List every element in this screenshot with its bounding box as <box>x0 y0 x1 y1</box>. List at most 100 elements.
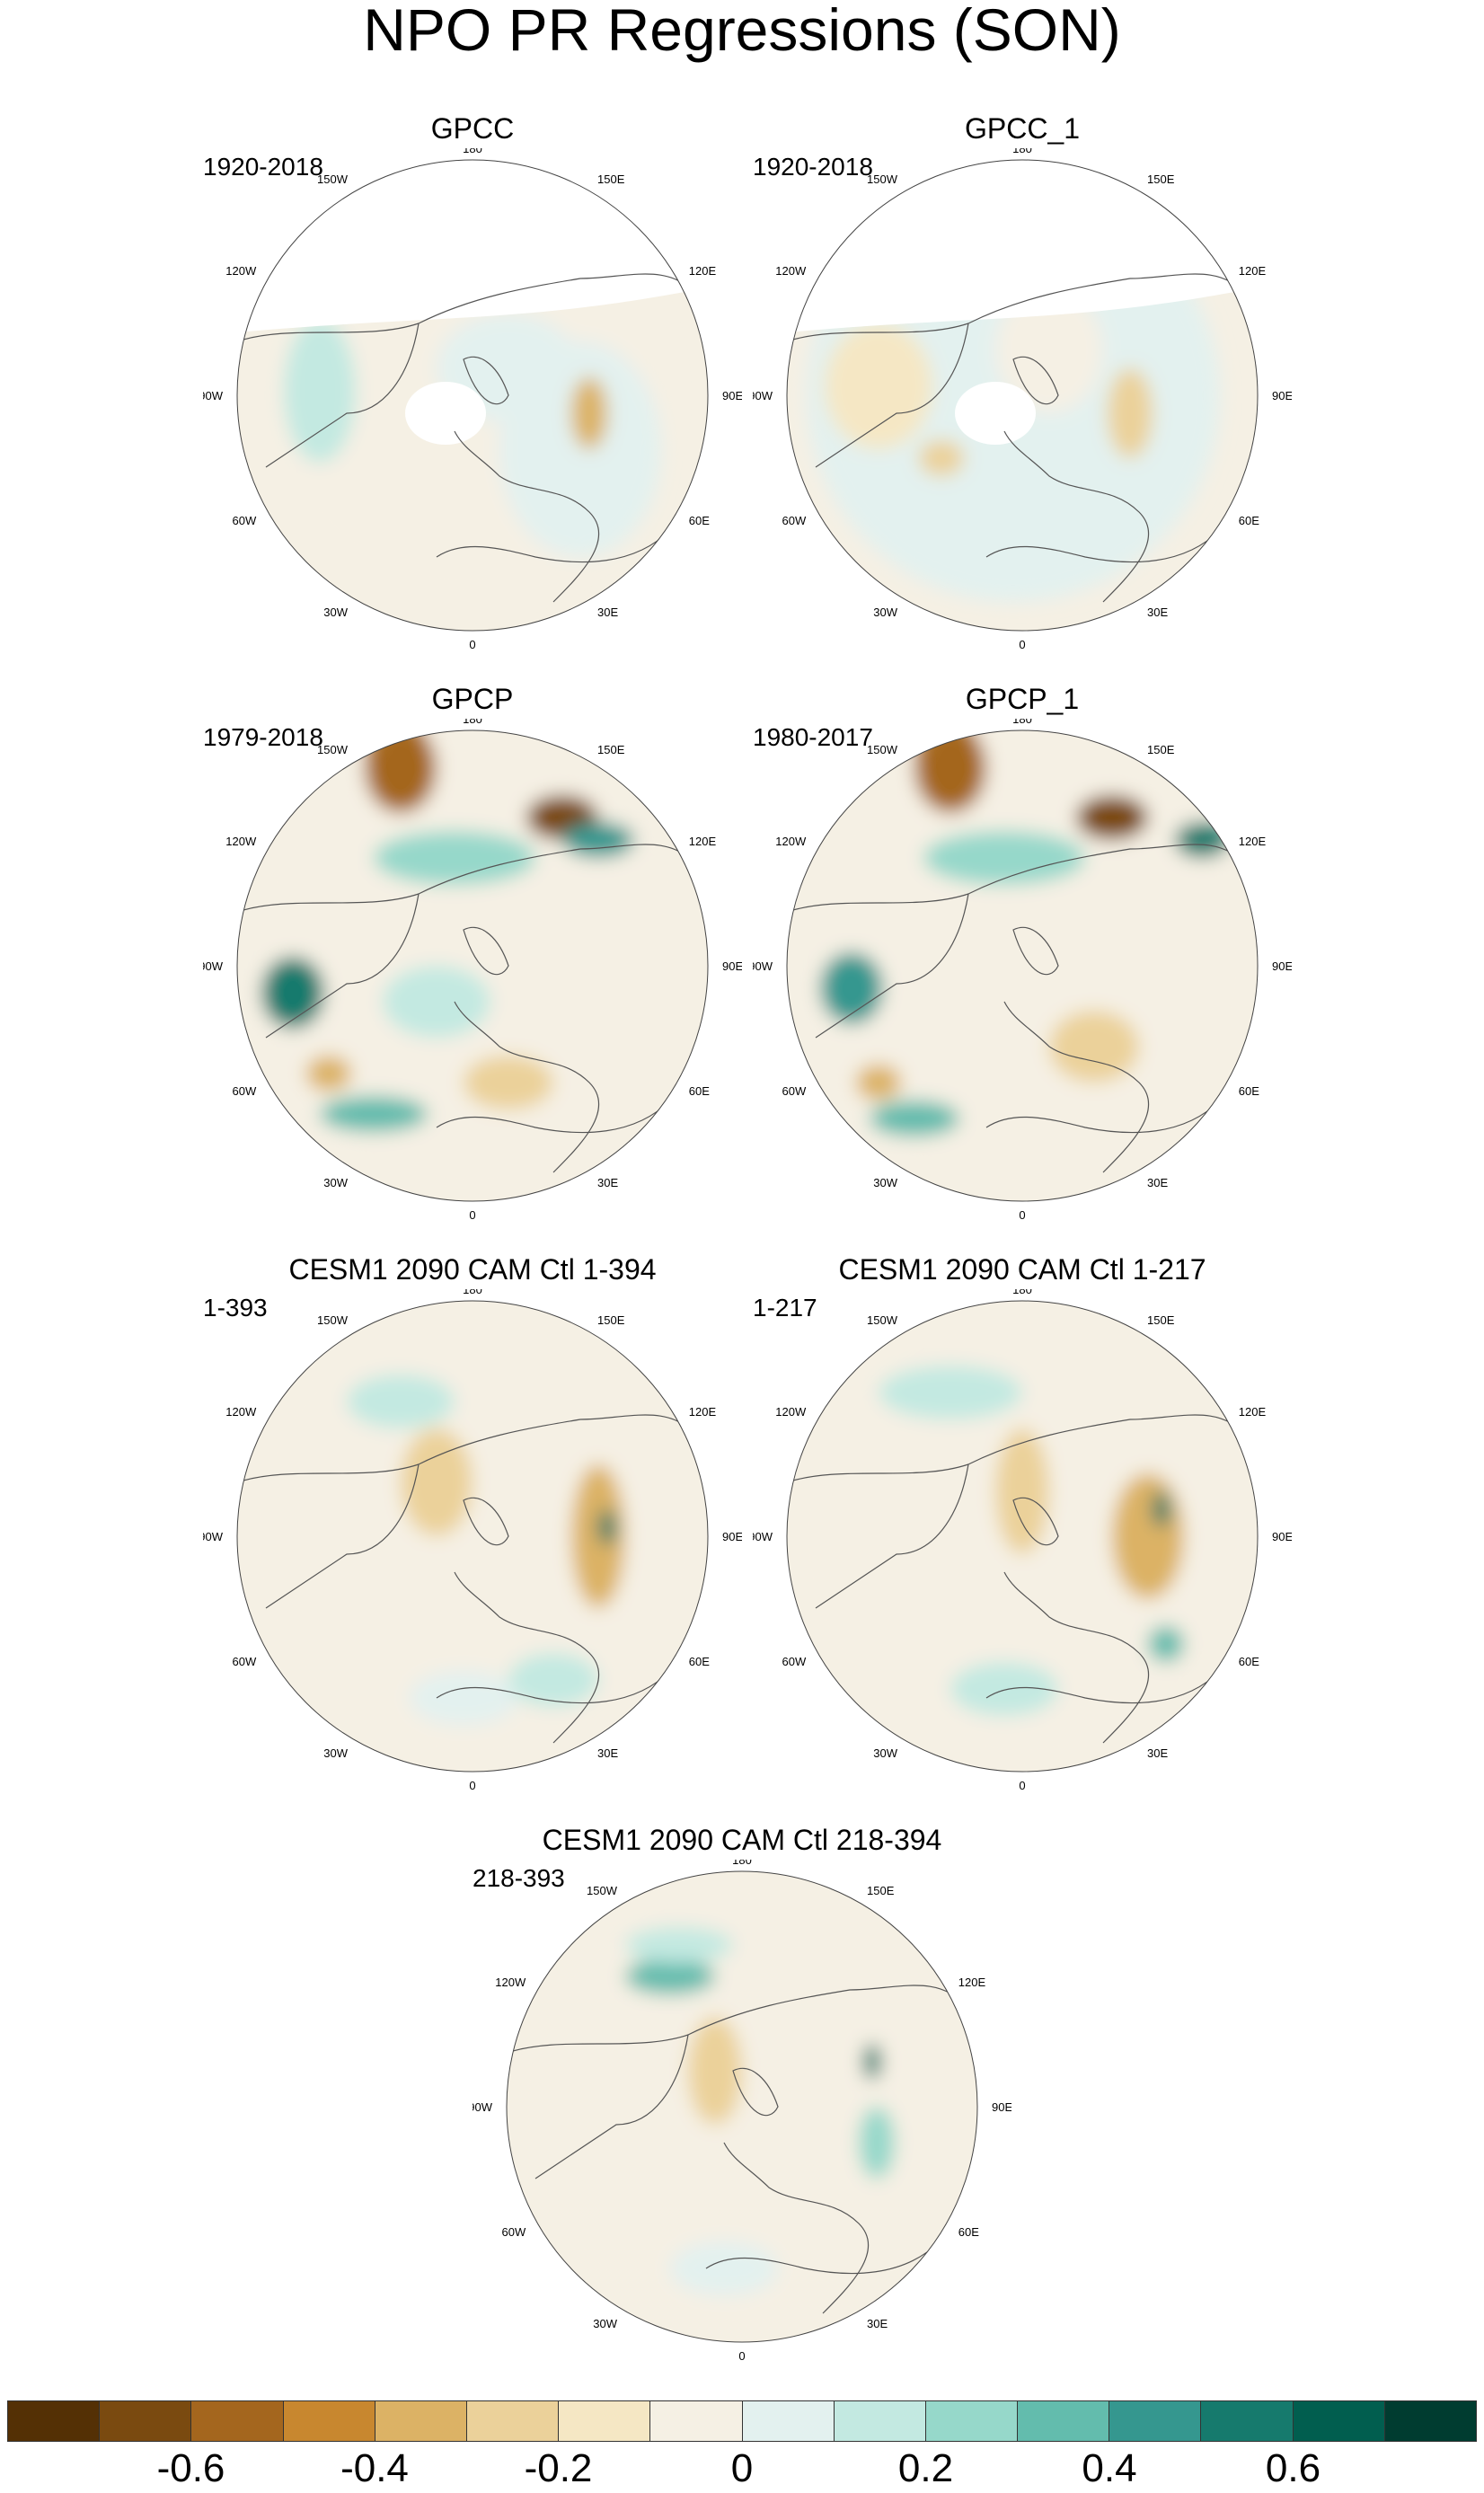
colorbar-swatch <box>375 2401 467 2441</box>
map-panel: GPCC 1920-2018 180 0 150W 120W 90W 60W 30W 150E 12… <box>203 112 742 669</box>
anomaly-region <box>919 440 964 476</box>
coastline <box>507 1985 967 2054</box>
period-label: 1979-2018 <box>203 723 323 751</box>
longitude-label: 30W <box>593 2317 617 2330</box>
colorbar-swatch <box>559 2401 651 2441</box>
longitude-label: 0 <box>469 638 475 651</box>
anomaly-region <box>820 952 883 1024</box>
longitude-label: 150E <box>597 743 625 756</box>
longitude-label: 150W <box>867 172 898 186</box>
colorbar-swatch <box>466 2401 560 2441</box>
longitude-label: 30W <box>873 1746 897 1760</box>
anomaly-region <box>688 2017 742 2125</box>
panel-title: GPCC <box>430 112 515 145</box>
figure-title: NPO PR Regressions (SON) <box>363 0 1121 63</box>
longitude-label: 60W <box>782 1655 807 1668</box>
panel-title: CESM1 2090 CAM Ctl 218-394 <box>542 1824 942 1856</box>
longitude-label: 120W <box>775 835 807 848</box>
map-boundary <box>236 729 709 1202</box>
colorbar-tick-label: 0.4 <box>1082 2446 1137 2490</box>
longitude-label: 0 <box>469 1208 475 1222</box>
longitude-label: 120W <box>775 1405 807 1419</box>
colorbar-swatch <box>650 2401 743 2441</box>
longitude-label: 30E <box>867 2317 888 2330</box>
longitude-label: 150E <box>1147 1313 1175 1327</box>
anomaly-region <box>571 1464 625 1608</box>
longitude-label: 30E <box>597 1746 618 1760</box>
coastline <box>237 1414 698 1483</box>
longitude-label: 60E <box>1239 514 1259 527</box>
longitude-label: 0 <box>1019 1779 1025 1792</box>
period-label: 1-393 <box>203 1294 268 1322</box>
coastline <box>436 1100 671 1134</box>
longitude-label: 30W <box>873 1176 897 1189</box>
longitude-label: 150W <box>587 1884 618 1897</box>
coastline <box>815 893 969 1039</box>
longitude-label: 120W <box>225 264 257 278</box>
longitude-label: 150W <box>317 743 349 756</box>
no-data-region <box>405 382 486 445</box>
coastline <box>1012 356 1059 405</box>
colorbar-swatch <box>925 2401 1019 2441</box>
longitude-label: 150W <box>317 172 349 186</box>
coastline <box>815 1463 969 1609</box>
longitude-label: 120W <box>225 835 257 848</box>
longitude-label: 90E <box>722 959 742 973</box>
longitude-label: 120E <box>689 835 717 848</box>
longitude-label: 180 <box>1012 1289 1032 1296</box>
anomaly-region <box>950 1662 1058 1716</box>
longitude-label: 60E <box>1239 1655 1259 1668</box>
coastline <box>237 273 698 342</box>
longitude-label: 30E <box>1147 1176 1168 1189</box>
longitude-label: 30W <box>323 1176 348 1189</box>
coastline <box>787 844 1248 913</box>
period-label: 218-393 <box>473 1864 565 1892</box>
anomaly-region <box>625 1958 715 1994</box>
colorbar-swatch <box>1109 2401 1202 2441</box>
period-label: 1980-2017 <box>753 723 873 751</box>
longitude-label: 30E <box>597 606 618 619</box>
colorbar <box>7 2400 1477 2442</box>
longitude-label: 120W <box>225 1405 257 1419</box>
anomaly-region <box>870 1101 959 1136</box>
coastline <box>237 844 698 913</box>
coastline <box>985 1670 1221 1704</box>
longitude-label: 60E <box>689 1655 710 1668</box>
longitude-label: 90W <box>753 389 773 402</box>
map-boundary <box>506 1870 978 2343</box>
map-boundary <box>236 159 709 632</box>
anomaly-region <box>825 323 932 449</box>
coastline <box>265 893 420 1039</box>
longitude-label: 30W <box>323 1746 348 1760</box>
coastline <box>265 1463 420 1609</box>
anomaly-region <box>410 1671 517 1725</box>
map-panel: CESM1 2090 CAM Ctl 1-394 1-393 180 0 150W 120… <box>203 1253 742 1810</box>
longitude-label: 120W <box>775 264 807 278</box>
polar-map: 180 0 150W 120W 90W 60W 30W 150E 120E 90E 60E 30E <box>203 1289 742 1792</box>
longitude-label: 120E <box>958 1976 986 1989</box>
anomaly-region <box>625 1927 733 1963</box>
longitude-label: 30W <box>873 606 897 619</box>
longitude-label: 120E <box>689 1405 717 1419</box>
longitude-label: 150E <box>867 1884 895 1897</box>
anomaly-region <box>995 1428 1049 1554</box>
no-data-region <box>237 160 708 332</box>
longitude-label: 120E <box>689 264 717 278</box>
anomaly-region <box>401 1428 473 1536</box>
longitude-label: 60E <box>1239 1084 1259 1098</box>
longitude-label: 30W <box>323 606 348 619</box>
anomaly-region <box>863 2044 881 2080</box>
coastline <box>436 529 671 563</box>
longitude-label: 90E <box>1272 389 1292 402</box>
longitude-label: 90W <box>203 1530 224 1543</box>
coastline <box>1012 1497 1059 1546</box>
colorbar-swatch <box>1201 2401 1294 2441</box>
coastline <box>985 529 1221 563</box>
anomaly-region <box>365 730 437 813</box>
longitude-label: 60W <box>782 1084 807 1098</box>
anomaly-region <box>284 319 356 463</box>
panel-title: GPCP <box>431 683 514 715</box>
anomaly-region <box>374 831 535 885</box>
map-panel: GPCP_1 1980-2017 180 0 150W 120W 90W 60W 30W 150E… <box>753 683 1292 1240</box>
panel-title: CESM1 2090 CAM Ctl 1-394 <box>288 1253 657 1286</box>
